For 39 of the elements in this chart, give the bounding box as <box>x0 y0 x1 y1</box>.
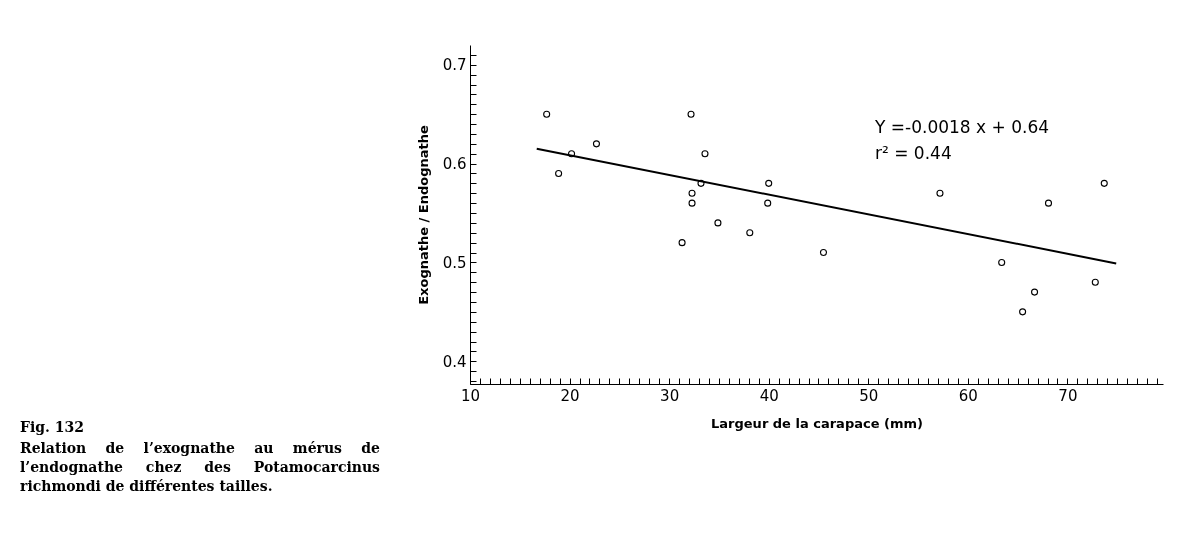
caption: Fig. 132 <box>20 418 86 437</box>
point <box>555 169 563 178</box>
point <box>1100 179 1108 187</box>
point <box>568 150 576 158</box>
point <box>697 179 705 187</box>
point <box>688 189 696 197</box>
point <box>819 249 828 257</box>
point <box>687 110 695 118</box>
y-tick-label: 0.7 <box>442 56 467 75</box>
text: Relation de l’exognathe au mérus de l’endognathe chez des Potamocarcinus richmondi de différentes tailles. <box>20 439 380 496</box>
x-tick-label: 70 <box>1058 386 1078 405</box>
point <box>688 199 696 207</box>
point <box>1019 308 1027 316</box>
point <box>543 110 551 118</box>
y-tick-label: 0.6 <box>442 155 467 174</box>
x-tick-label: 10 <box>460 386 481 405</box>
point <box>764 199 772 207</box>
point <box>1044 199 1053 207</box>
x-tick-label: 60 <box>958 386 978 405</box>
annotation: Y =-0.0018 x + 0.64 <box>874 117 1050 137</box>
point <box>998 258 1006 266</box>
point <box>1091 278 1099 286</box>
point <box>701 150 709 158</box>
y-axis-title: Exognathe / Endognathe <box>415 125 431 305</box>
point <box>746 229 754 237</box>
x-tick-label: 20 <box>560 386 580 405</box>
x-tick-label: 50 <box>859 386 879 405</box>
point <box>714 219 722 227</box>
point <box>592 140 600 148</box>
x-axis-title: Largeur de la carapace (mm) <box>711 415 923 431</box>
annotation: r² = 0.44 <box>875 143 952 163</box>
point <box>765 179 773 187</box>
y-tick-label: 0.4 <box>442 352 467 371</box>
point <box>936 189 944 197</box>
x-tick-label: 30 <box>660 386 680 405</box>
y-tick-label: 0.5 <box>442 253 467 272</box>
point <box>678 239 686 247</box>
x-tick-label: 40 <box>759 386 779 405</box>
point <box>1031 288 1039 296</box>
